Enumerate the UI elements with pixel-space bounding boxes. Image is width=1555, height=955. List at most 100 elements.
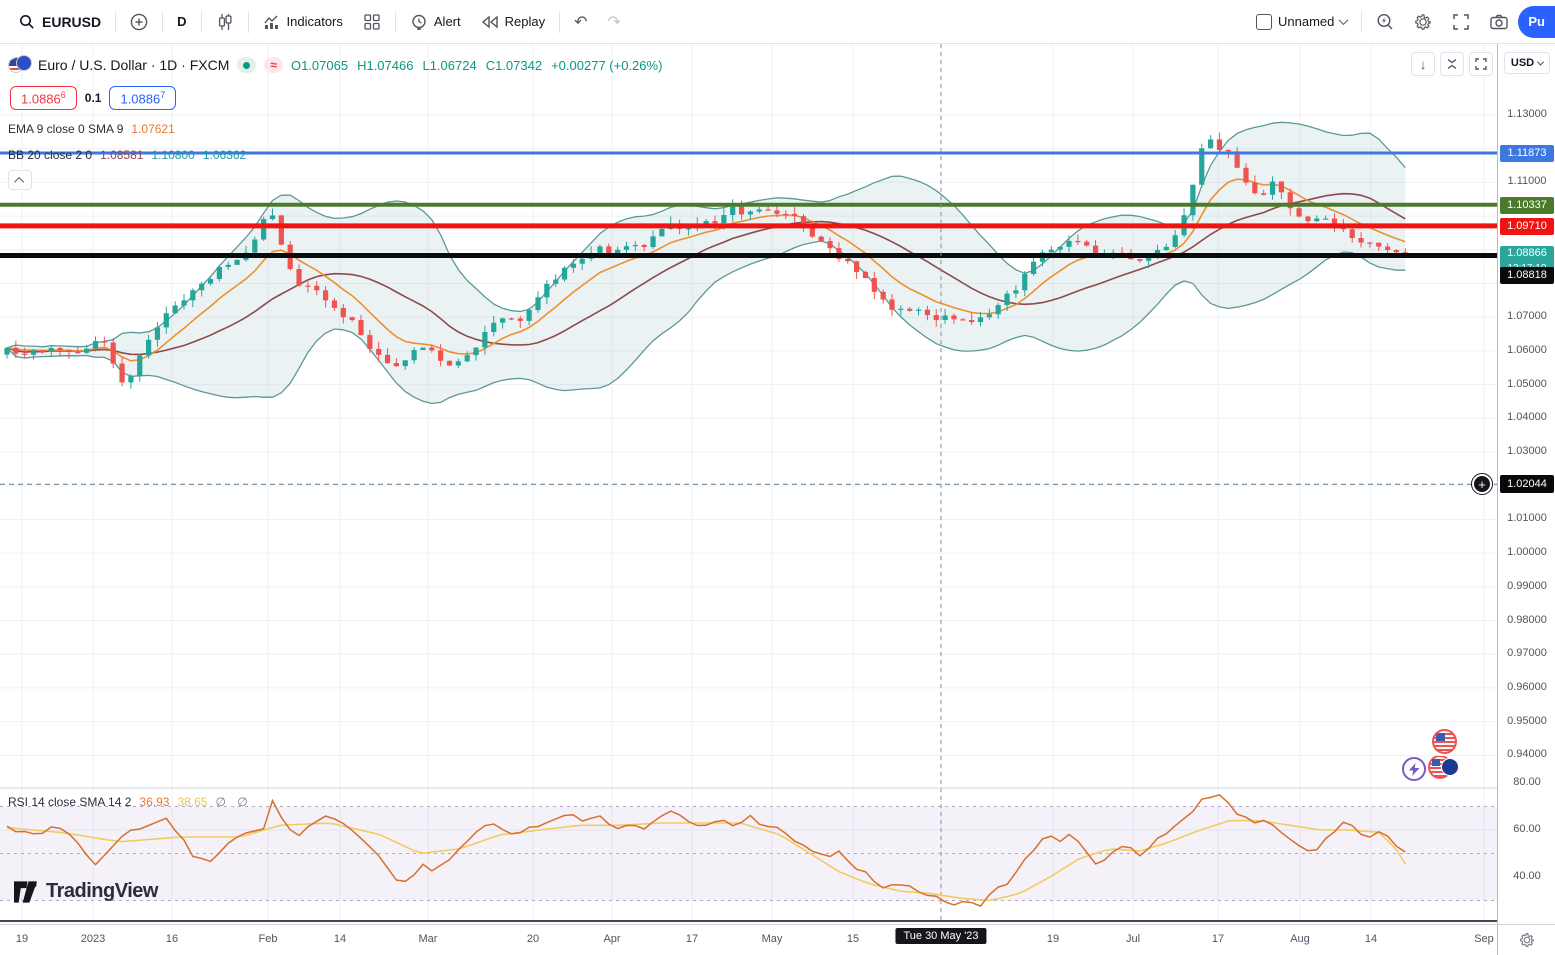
snapshot-button[interactable] (1480, 6, 1518, 38)
replay-rewind-icon (481, 13, 499, 31)
time-tick-label: Apr (603, 933, 621, 945)
rsi-tick-label: 60.00 (1513, 823, 1541, 835)
publish-button[interactable]: Pu (1518, 5, 1555, 38)
price-badge-black[interactable]: 1.08818 (1500, 266, 1554, 284)
close-value: C1.07342 (485, 57, 543, 73)
replay-button[interactable]: Replay (471, 6, 555, 38)
axis-currency-select[interactable]: USD (1504, 52, 1550, 74)
ema-legend-row[interactable]: EMA 9 close 0 SMA 9 1.07621 (8, 122, 175, 136)
open-value: O1.07065 (290, 57, 349, 73)
green-dot-icon (243, 61, 251, 69)
watermark-text: TradingView (46, 880, 158, 902)
time-tick-label: May (761, 933, 783, 945)
top-toolbar: EURUSD D Indi (0, 0, 1555, 44)
time-tick-label: 19 (1046, 933, 1060, 945)
layout-select-button[interactable]: Unnamed (1246, 6, 1357, 38)
redo-button[interactable]: ↷ (598, 6, 631, 38)
time-tick-label: 17 (1211, 933, 1225, 945)
axis-settings-corner[interactable] (1497, 924, 1555, 955)
current-price-value: 1.08866 (1507, 247, 1547, 260)
scroll-down-button[interactable]: ↓ (1411, 52, 1435, 76)
bb-lower-value: 1.06362 (202, 148, 247, 162)
settings-button[interactable] (1404, 6, 1442, 38)
event-bolt-icon[interactable] (1402, 757, 1426, 781)
ohlc-values: O1.07065 H1.07466 L1.06724 C1.07342 +0.0… (291, 58, 662, 73)
price-tick-label: 0.97000 (1507, 647, 1547, 660)
time-tick-label: 20 (526, 933, 540, 945)
eurusd-event-icon[interactable] (1428, 755, 1459, 782)
market-status-dot[interactable] (237, 57, 257, 73)
rsi-tick-label: 80.00 (1513, 776, 1541, 788)
alert-button[interactable]: Alert (400, 6, 471, 38)
delayed-data-badge[interactable]: ≈ (264, 57, 283, 73)
bb-legend-row[interactable]: BB 20 close 2 0 1.08581 1.10800 1.06362 (8, 148, 246, 162)
fullscreen-button[interactable] (1442, 6, 1480, 38)
quick-search-button[interactable] (1366, 6, 1404, 38)
collapse-icon (1447, 58, 1457, 70)
toolbar-separator (115, 10, 117, 33)
price-tick-label: 1.01000 (1507, 512, 1547, 525)
time-tick-label: 15 (846, 933, 860, 945)
price-tick-label: 1.06000 (1507, 343, 1547, 356)
toolbar-right-group: Unnamed (1246, 0, 1555, 43)
price-badge-blue[interactable]: 1.11873 (1500, 145, 1554, 162)
toolbar-separator (1361, 10, 1363, 33)
undo-icon: ↶ (574, 13, 588, 31)
time-tick-label: Aug (1290, 933, 1310, 945)
indicators-button[interactable]: Indicators (253, 6, 353, 38)
plus-icon (130, 13, 148, 31)
price-tick-label: 1.13000 (1507, 108, 1547, 121)
compare-add-button[interactable] (120, 6, 158, 38)
ema-value: 1.07621 (131, 122, 175, 136)
time-tick-label: Jul (1125, 933, 1141, 945)
price-tick-label: 0.98000 (1507, 613, 1547, 626)
legend-collapse-button[interactable] (8, 170, 32, 190)
rsi-sma-value: 38.65 (177, 795, 208, 809)
time-axis[interactable]: 19 2023 16 Feb 14 Mar 20 Apr 17 May 15 19 Jul 17 Aug 14… (0, 924, 1497, 955)
symbol-title[interactable]: Euro / U.S. Dollar · 1D · FXCM (38, 57, 230, 73)
interval-button[interactable]: D (167, 6, 196, 38)
toolbar-separator (200, 10, 202, 33)
maximize-pane-button[interactable] (1469, 52, 1493, 76)
indicator-templates-button[interactable] (353, 6, 391, 38)
fullscreen-icon (1452, 13, 1470, 31)
price-tick-label: 1.05000 (1507, 377, 1547, 390)
rsi-legend-row[interactable]: RSI 14 close SMA 14 2 36.93 38.65 ∅ ∅ (8, 795, 252, 809)
spread-value: 0.1 (84, 91, 102, 106)
gear-icon (1519, 933, 1534, 947)
rsi-controls-icons[interactable]: ∅ ∅ (215, 795, 252, 809)
symbol-search-button[interactable]: EURUSD (8, 6, 111, 38)
price-tick-label: 0.94000 (1507, 748, 1547, 761)
indicators-icon (263, 13, 281, 31)
layout-name: Unnamed (1278, 14, 1335, 29)
chart-legend: Euro / U.S. Dollar · 1D · FXCM ≈ O1.0706… (8, 55, 662, 75)
camera-icon (1490, 13, 1509, 31)
price-axis[interactable]: USD 1.13000 1.11000 1.07000 1.06000 1.05000 1… (1497, 44, 1555, 924)
low-value: L1.06724 (422, 57, 477, 73)
sell-button[interactable]: 1.08866 (10, 86, 77, 111)
price-tick-label: 1.03000 (1507, 445, 1547, 458)
candlestick-icon (216, 13, 234, 31)
toolbar-separator (559, 10, 561, 33)
price-tick-label: 1.11000 (1507, 175, 1547, 188)
buy-button[interactable]: 1.08867 (109, 86, 177, 111)
time-tick-label: Feb (258, 933, 278, 945)
chart-pane[interactable] (0, 44, 1497, 924)
price-badge-target[interactable]: 1.02044 (1500, 475, 1554, 494)
toolbar-left-group: EURUSD D Indi (8, 0, 631, 43)
toolbar-separator (247, 10, 249, 33)
price-badge-red[interactable]: 1.09710 (1500, 217, 1554, 235)
chevron-down-icon (1537, 58, 1545, 66)
tradingview-watermark: TradingView (14, 880, 158, 903)
chart-style-button[interactable] (206, 6, 244, 38)
time-tick-label: 2023 (80, 933, 106, 945)
undo-button[interactable]: ↶ (564, 6, 597, 38)
price-tick-label: 1.07000 (1507, 310, 1547, 323)
price-tick-label: 0.96000 (1507, 680, 1547, 693)
time-tick-label: 19 (15, 933, 29, 945)
us-economic-event-icon[interactable] (1432, 729, 1457, 754)
price-badge-green[interactable]: 1.10337 (1500, 196, 1554, 214)
chevron-up-icon (13, 176, 24, 187)
collapse-pane-button[interactable] (1440, 52, 1464, 76)
